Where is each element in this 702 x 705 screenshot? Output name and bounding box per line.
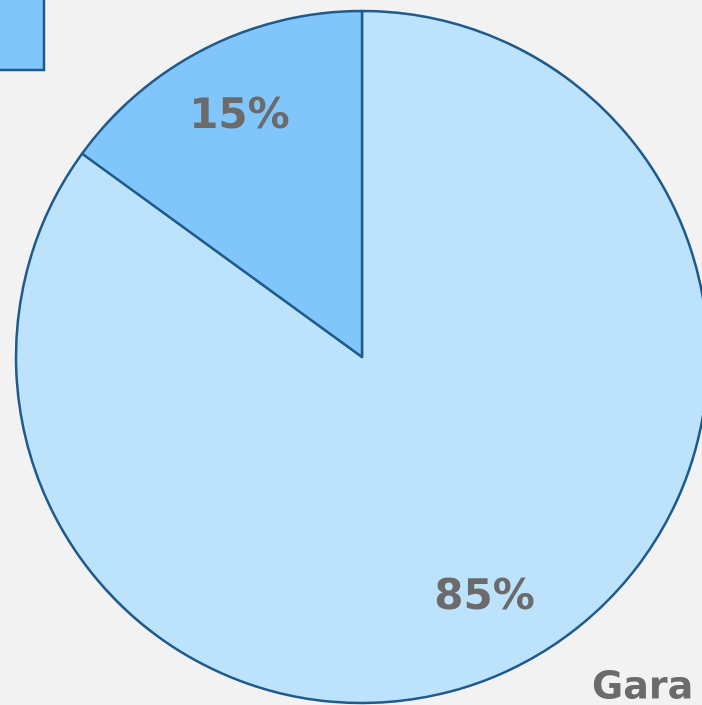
pie-slice [14, 9, 702, 705]
pie-slice [80, 9, 364, 359]
legend-swatch [0, 0, 46, 72]
annotation: Gara [592, 664, 693, 705]
data-label: 85% [434, 570, 535, 619]
data-label: 15% [189, 89, 290, 138]
